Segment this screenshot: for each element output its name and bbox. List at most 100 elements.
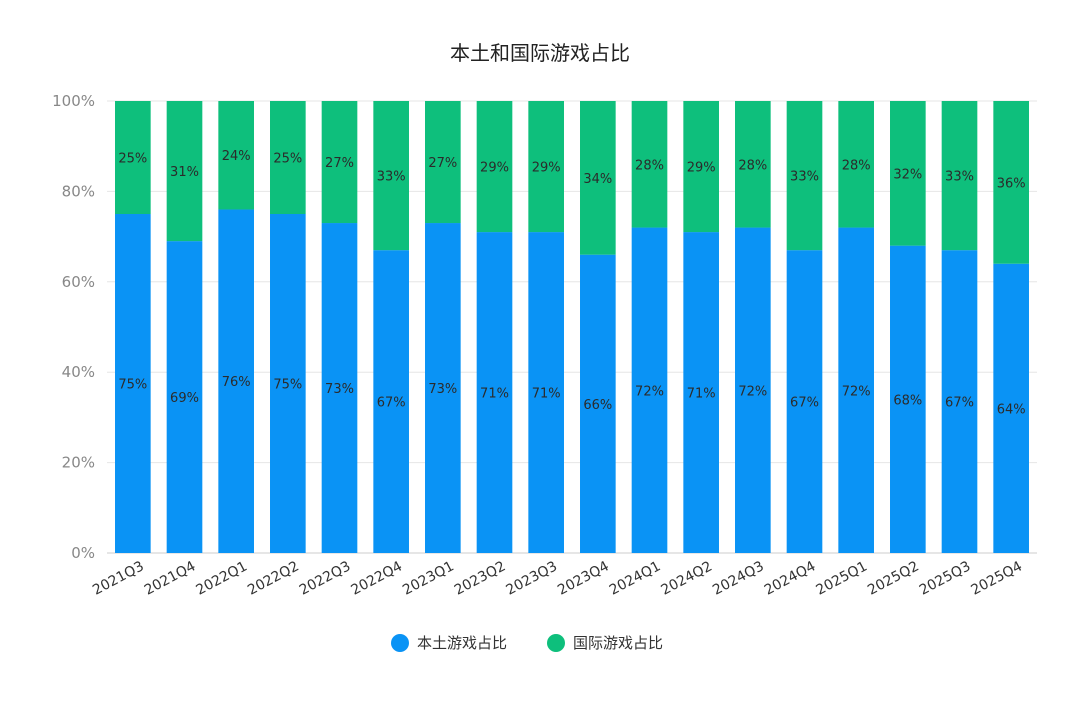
bar-domestic xyxy=(941,250,978,553)
data-label: 33% xyxy=(377,170,406,185)
data-label: 27% xyxy=(325,156,354,171)
data-label: 71% xyxy=(532,387,561,402)
data-labels: 75% 25% 69% 31% 76% 24% 75% 25% 73% 27% 67% 33% 73% 2… xyxy=(118,149,1025,417)
data-label: 68% xyxy=(893,393,922,408)
x-tick-label: 2024Q1 xyxy=(607,558,664,598)
data-label: 33% xyxy=(790,170,819,185)
bar-international xyxy=(786,101,823,251)
bar-international xyxy=(425,101,461,224)
bar-domestic xyxy=(631,227,668,553)
y-axis-ticks: 0% 20% 40% 60% 80% 100% xyxy=(52,92,95,562)
data-label: 73% xyxy=(428,382,457,397)
data-label: 72% xyxy=(842,384,871,399)
y-tick-label: 40% xyxy=(62,363,95,381)
x-tick-label: 2025Q2 xyxy=(865,558,922,598)
data-label: 64% xyxy=(997,402,1026,417)
bar-international xyxy=(321,101,358,224)
bar-international xyxy=(993,101,1029,264)
bar-international xyxy=(631,101,668,228)
bar-international xyxy=(580,101,616,255)
data-label: 25% xyxy=(273,152,302,167)
data-label: 67% xyxy=(790,396,819,411)
bar-domestic xyxy=(321,223,358,554)
x-axis-ticks: 2021Q32021Q42022Q12022Q22022Q32022Q42023… xyxy=(90,558,1025,598)
x-tick-label: 2022Q4 xyxy=(348,558,405,598)
x-tick-label: 2025Q1 xyxy=(813,558,870,598)
bar-international xyxy=(270,101,306,214)
x-tick-label: 2022Q1 xyxy=(193,558,250,598)
x-tick-label: 2024Q2 xyxy=(658,558,715,598)
bar-domestic xyxy=(425,223,461,554)
bar-domestic xyxy=(166,241,203,553)
x-tick-label: 2025Q4 xyxy=(968,558,1025,598)
data-label: 29% xyxy=(687,161,716,176)
y-tick-label: 80% xyxy=(62,182,95,200)
data-label: 73% xyxy=(325,382,354,397)
data-label: 29% xyxy=(480,161,509,176)
bar-international xyxy=(476,101,513,233)
bar-domestic xyxy=(476,232,513,553)
data-label: 34% xyxy=(583,172,612,187)
x-tick-label: 2025Q3 xyxy=(917,558,974,598)
bar-international xyxy=(890,101,926,246)
data-label: 29% xyxy=(532,161,561,176)
data-label: 71% xyxy=(480,387,509,402)
y-tick-label: 0% xyxy=(71,544,95,562)
bar-international xyxy=(373,101,409,251)
data-label: 75% xyxy=(273,378,302,393)
bars xyxy=(115,101,1029,554)
bar-domestic xyxy=(218,209,254,554)
bar-international xyxy=(166,101,203,242)
bar-international xyxy=(528,101,564,233)
bar-domestic xyxy=(115,214,151,553)
x-tick-label: 2024Q3 xyxy=(710,558,767,598)
bar-international xyxy=(838,101,874,228)
bar-domestic xyxy=(270,214,306,553)
bar-domestic xyxy=(683,232,719,553)
data-label: 27% xyxy=(428,156,457,171)
y-tick-label: 60% xyxy=(62,273,95,291)
data-label: 67% xyxy=(945,396,974,411)
x-tick-label: 2021Q3 xyxy=(90,558,147,598)
legend-label: 本土游戏占比 xyxy=(417,634,507,652)
data-label: 72% xyxy=(738,384,767,399)
x-tick-label: 2024Q4 xyxy=(762,558,819,598)
legend-marker xyxy=(547,634,565,652)
x-tick-label: 2021Q4 xyxy=(142,558,199,598)
legend: 本土游戏占比 国际游戏占比 xyxy=(391,634,663,652)
data-label: 28% xyxy=(635,158,664,173)
y-tick-label: 100% xyxy=(52,92,95,110)
data-label: 28% xyxy=(842,158,871,173)
x-tick-label: 2023Q1 xyxy=(400,558,457,598)
bar-domestic xyxy=(580,254,616,553)
bar-domestic xyxy=(786,250,823,553)
data-label: 32% xyxy=(893,167,922,182)
data-label: 33% xyxy=(945,170,974,185)
data-label: 67% xyxy=(377,396,406,411)
bar-domestic xyxy=(838,227,874,553)
bar-domestic xyxy=(890,245,926,553)
data-label: 36% xyxy=(997,176,1026,191)
data-label: 75% xyxy=(118,378,147,393)
data-label: 72% xyxy=(635,384,664,399)
data-label: 76% xyxy=(222,375,251,390)
gridlines xyxy=(107,100,1037,554)
data-label: 66% xyxy=(583,398,612,413)
bar-international xyxy=(115,101,151,214)
data-label: 25% xyxy=(118,152,147,167)
x-tick-label: 2022Q2 xyxy=(245,558,302,598)
bar-domestic xyxy=(528,232,564,553)
x-tick-label: 2022Q3 xyxy=(297,558,354,598)
bar-international xyxy=(941,101,978,251)
legend-label: 国际游戏占比 xyxy=(573,634,663,652)
bar-domestic xyxy=(735,227,771,553)
bar-international xyxy=(683,101,719,233)
bar-domestic xyxy=(993,263,1029,553)
bar-international xyxy=(735,101,771,228)
bar-domestic xyxy=(373,250,409,553)
x-tick-label: 2023Q2 xyxy=(452,558,509,598)
bar-international xyxy=(218,101,254,210)
data-label: 69% xyxy=(170,391,199,406)
y-tick-label: 20% xyxy=(62,454,95,472)
